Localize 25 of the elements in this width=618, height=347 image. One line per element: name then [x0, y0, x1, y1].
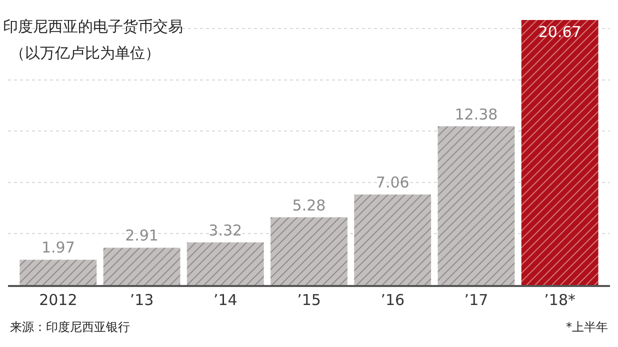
bar [103, 248, 180, 285]
bar [438, 126, 515, 285]
x-tick-label: 2012 [39, 290, 78, 309]
text: *上半年 [566, 320, 608, 334]
bar [521, 20, 598, 285]
x-tick-label: ’14 [213, 290, 238, 309]
data-label: 7.06 [376, 173, 410, 192]
text: （以万亿卢比为单位） [10, 44, 160, 62]
data-label: 20.67 [538, 22, 582, 41]
x-tick-label: ’15 [297, 290, 321, 309]
source-note: 来源：印度尼西亚银行 [10, 320, 130, 334]
bar [270, 217, 348, 285]
x-tick-label: ’16 [380, 290, 405, 309]
chart-title: 印度尼西亚的电子货币交易 [3, 17, 184, 36]
bar [20, 260, 97, 285]
bar [354, 194, 432, 285]
data-label: 1.97 [41, 238, 75, 257]
data-label: 12.38 [454, 105, 498, 124]
x-tick-label: ’13 [130, 290, 154, 309]
data-label: 2.91 [125, 226, 158, 245]
x-tick-label: ’17 [464, 290, 488, 309]
x-tick-label: ’18* [544, 290, 576, 309]
data-label: 3.32 [208, 221, 242, 240]
bar [186, 242, 264, 285]
data-label: 5.28 [292, 196, 326, 214]
